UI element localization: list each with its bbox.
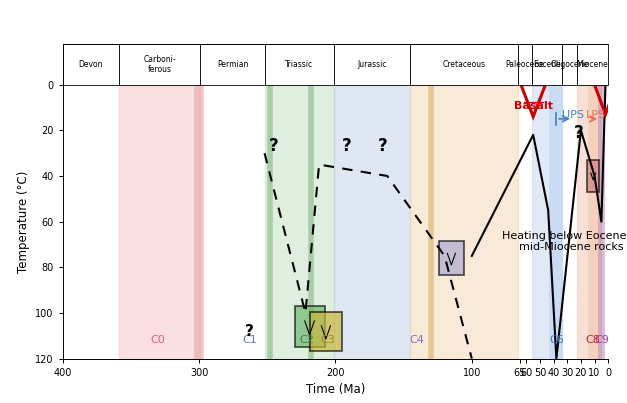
Y-axis label: Temperature (°C): Temperature (°C) [17, 170, 29, 273]
Bar [518, 44, 532, 85]
Text: Paleocene: Paleocene [505, 60, 544, 69]
Bar [310, 312, 342, 351]
Bar [562, 44, 577, 85]
Text: Basalt: Basalt [514, 101, 552, 110]
Bar [201, 44, 265, 85]
Text: LPS: LPS [586, 110, 606, 120]
Text: Carboni-
ferous: Carboni- ferous [143, 55, 176, 74]
Text: C6: C6 [549, 335, 564, 345]
Text: Permian: Permian [217, 60, 248, 69]
Text: Eocene: Eocene [533, 60, 561, 69]
Text: ?: ? [342, 137, 351, 155]
Text: UPS: UPS [562, 110, 584, 120]
Text: C2: C2 [299, 335, 314, 345]
Text: ?: ? [269, 137, 279, 155]
Text: Devon: Devon [78, 60, 103, 69]
Text: Oligocene: Oligocene [551, 60, 589, 69]
Text: C9: C9 [594, 335, 609, 345]
Text: Triassic: Triassic [285, 60, 314, 69]
Bar [411, 85, 518, 359]
Text: C4: C4 [410, 335, 424, 345]
Bar [411, 44, 518, 85]
Bar [265, 44, 334, 85]
Bar [587, 160, 599, 192]
Bar [532, 85, 562, 359]
Text: Heating below Eocene to
mid-Miocene rocks: Heating below Eocene to mid-Miocene rock… [502, 231, 627, 252]
Text: Cretaceous: Cretaceous [443, 60, 486, 69]
Text: C1: C1 [242, 335, 257, 345]
Bar [295, 306, 325, 347]
Bar [439, 241, 463, 275]
Bar [532, 44, 562, 85]
Text: ?: ? [573, 124, 583, 141]
Bar [334, 44, 411, 85]
Bar [577, 85, 601, 359]
Bar [119, 85, 201, 359]
Text: Jurassic: Jurassic [357, 60, 387, 69]
Bar [577, 44, 608, 85]
Bar [265, 85, 334, 359]
Bar [334, 85, 411, 359]
Text: Miocene: Miocene [577, 60, 608, 69]
Text: C8: C8 [586, 335, 601, 345]
Text: ?: ? [245, 324, 254, 339]
Text: ?: ? [378, 137, 388, 155]
X-axis label: Time (Ma): Time (Ma) [306, 383, 365, 396]
Bar [63, 44, 119, 85]
Bar [119, 44, 201, 85]
Text: C3: C3 [320, 335, 335, 345]
Text: C0: C0 [150, 335, 166, 345]
